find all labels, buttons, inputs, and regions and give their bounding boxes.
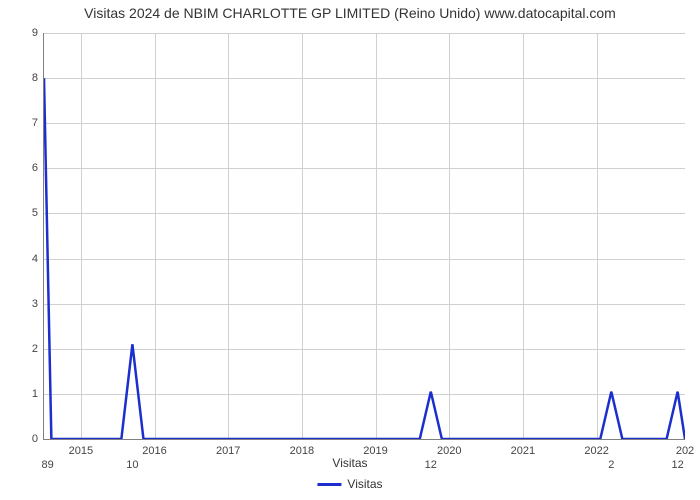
y-tick-label: 6 [32, 162, 38, 174]
y-tick-label: 0 [32, 433, 38, 445]
x-tick-label: 2020 [437, 445, 461, 457]
x-tick-label: 2017 [216, 445, 240, 457]
spike-value-label: 10 [126, 459, 138, 471]
x-tick-label: 2018 [290, 445, 314, 457]
x-axis-title: Visitas [332, 456, 367, 470]
y-tick-label: 7 [32, 117, 38, 129]
y-tick-label: 5 [32, 207, 38, 219]
y-tick-label: 3 [32, 298, 38, 310]
chart-container: Visitas 2024 de NBIM CHARLOTTE GP LIMITE… [5, 5, 695, 495]
plot-area: 0123456789201520162017201820192020202120… [43, 33, 685, 440]
spike-value-label: 89 [42, 459, 54, 471]
x-tick-label: 2021 [511, 445, 535, 457]
x-tick-label: 2016 [142, 445, 166, 457]
chart-title: Visitas 2024 de NBIM CHARLOTTE GP LIMITE… [5, 5, 695, 21]
legend: Visitas [317, 477, 382, 491]
x-tick-label: 2015 [69, 445, 93, 457]
spike-value-label: 12 [672, 459, 684, 471]
y-tick-label: 4 [32, 253, 38, 265]
series-line [44, 78, 685, 439]
y-tick-label: 2 [32, 343, 38, 355]
legend-swatch [317, 483, 341, 486]
chart-line [44, 33, 685, 439]
y-tick-label: 1 [32, 388, 38, 400]
y-tick-label: 8 [32, 72, 38, 84]
legend-label: Visitas [347, 477, 382, 491]
spike-value-label: 2 [608, 459, 614, 471]
x-tick-label: 2022 [584, 445, 608, 457]
spike-value-label: 12 [425, 459, 437, 471]
x-tick-label-edge: 202 [676, 445, 694, 457]
y-tick-label: 9 [32, 27, 38, 39]
